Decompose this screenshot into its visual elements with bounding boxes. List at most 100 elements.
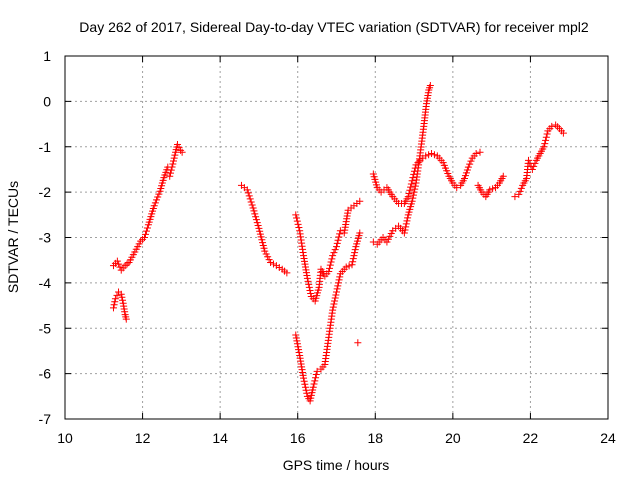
data-point — [295, 224, 303, 232]
series-seg-g — [511, 121, 567, 201]
data-point — [141, 230, 149, 238]
data-point — [461, 172, 469, 180]
data-point — [404, 214, 412, 222]
data-point — [349, 255, 357, 263]
data-point — [305, 283, 313, 291]
data-point — [113, 257, 121, 265]
data-point — [256, 227, 264, 235]
data-point — [516, 187, 524, 195]
data-point — [356, 229, 364, 237]
series-seg-a-upper — [109, 163, 172, 274]
data-point — [404, 193, 412, 201]
data-point — [292, 211, 300, 219]
data-point — [303, 389, 311, 397]
x-tick-label: 16 — [290, 430, 306, 446]
data-point — [173, 140, 181, 148]
data-point — [489, 185, 497, 193]
data-point — [178, 148, 186, 156]
data-point — [334, 236, 342, 244]
y-tick-label: -2 — [39, 184, 52, 200]
data-point — [466, 160, 474, 168]
data-point — [453, 184, 461, 192]
data-point — [169, 160, 177, 168]
data-point — [334, 282, 342, 290]
data-point — [168, 163, 176, 171]
data-point — [403, 217, 411, 225]
data-point — [345, 262, 353, 270]
data-point — [335, 276, 343, 284]
data-point — [409, 194, 417, 202]
data-point — [303, 274, 311, 282]
data-point — [167, 166, 175, 174]
data-point — [463, 166, 471, 174]
data-point — [336, 227, 344, 235]
data-point — [293, 214, 301, 222]
data-point — [141, 234, 149, 241]
data-point — [283, 269, 291, 277]
data-point — [354, 339, 362, 347]
data-point — [402, 223, 410, 231]
data-point — [331, 297, 339, 305]
data-point — [256, 230, 264, 238]
data-point — [411, 164, 419, 172]
data-point — [472, 150, 480, 158]
data-point — [293, 217, 301, 225]
data-point — [405, 189, 413, 197]
data-point — [155, 190, 163, 198]
x-tick-label: 18 — [367, 430, 383, 446]
data-point — [309, 383, 317, 391]
y-axis-label: SDTVAR / TECUs — [5, 181, 21, 293]
data-point — [426, 81, 434, 89]
x-tick-label: 10 — [57, 430, 73, 446]
data-point — [154, 193, 162, 201]
data-point — [410, 167, 418, 175]
data-point — [351, 246, 359, 254]
data-point — [410, 188, 418, 196]
data-point — [249, 204, 257, 212]
data-point — [511, 193, 519, 201]
data-point — [170, 157, 178, 165]
data-point — [342, 263, 350, 271]
series-seg-e-lower — [369, 81, 434, 248]
series-seg-d-outlier — [354, 339, 362, 347]
data-point — [304, 277, 312, 285]
data-point — [259, 239, 267, 247]
data-point — [356, 197, 364, 205]
data-point — [111, 298, 119, 306]
data-point — [411, 182, 419, 190]
data-point — [464, 163, 472, 171]
data-point — [302, 386, 310, 394]
data-point — [540, 143, 548, 151]
data-point — [254, 222, 262, 230]
series-seg-c — [237, 181, 291, 277]
data-point — [407, 180, 415, 188]
data-point — [422, 152, 430, 160]
x-tick-label: 14 — [212, 430, 228, 446]
data-point — [251, 210, 259, 218]
data-point — [348, 261, 356, 269]
data-point — [327, 258, 335, 266]
data-point — [486, 186, 494, 194]
data-point — [312, 374, 320, 382]
data-point — [406, 186, 414, 194]
data-point — [411, 185, 419, 193]
data-point — [331, 246, 339, 254]
data-point — [244, 189, 252, 197]
data-point — [542, 136, 550, 144]
data-point — [115, 260, 123, 268]
y-tick-label: -1 — [39, 139, 52, 155]
series-seg-a-lower — [109, 288, 130, 323]
data-point — [292, 331, 300, 339]
y-tick-label: -7 — [39, 411, 52, 427]
data-point — [499, 172, 507, 180]
x-tick-label: 20 — [445, 430, 461, 446]
chart-title: Day 262 of 2017, Sidereal Day-to-day VTE… — [79, 19, 589, 35]
data-point — [460, 175, 468, 183]
data-point — [300, 377, 308, 385]
data-point — [293, 337, 301, 345]
data-point — [336, 273, 344, 281]
data-point — [430, 151, 438, 159]
data-point — [171, 151, 179, 159]
data-point — [400, 229, 408, 237]
